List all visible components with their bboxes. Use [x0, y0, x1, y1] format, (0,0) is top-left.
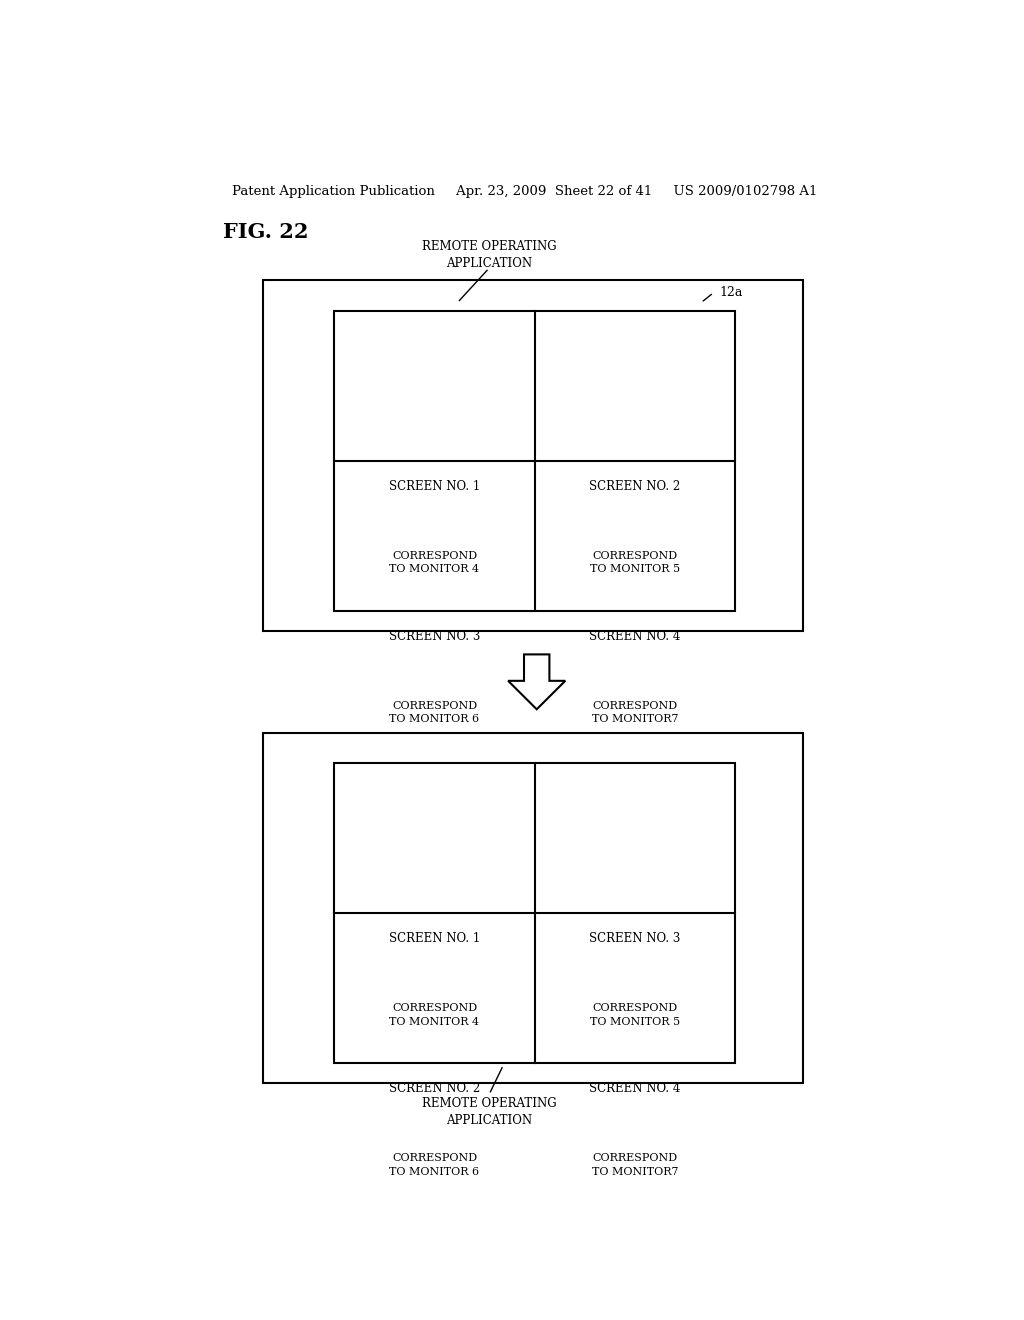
Text: 12a: 12a [719, 286, 742, 300]
Text: CORRESPOND
TO MONITOR 4: CORRESPOND TO MONITOR 4 [389, 1003, 479, 1027]
Text: SCREEN NO. 3: SCREEN NO. 3 [389, 630, 480, 643]
Text: SCREEN NO. 2: SCREEN NO. 2 [389, 1082, 480, 1096]
Text: CORRESPOND
TO MONITOR 6: CORRESPOND TO MONITOR 6 [389, 701, 479, 725]
Text: SCREEN NO. 3: SCREEN NO. 3 [589, 932, 681, 945]
Bar [334, 312, 735, 611]
Text: REMOTE OPERATING
APPLICATION: REMOTE OPERATING APPLICATION [422, 240, 556, 271]
Polygon shape [508, 655, 565, 709]
Bar [263, 733, 803, 1084]
Text: CORRESPOND
TO MONITOR7: CORRESPOND TO MONITOR7 [592, 1154, 678, 1176]
Text: SCREEN NO. 2: SCREEN NO. 2 [589, 479, 681, 492]
Text: CORRESPOND
TO MONITOR7: CORRESPOND TO MONITOR7 [592, 701, 678, 725]
Text: CORRESPOND
TO MONITOR 5: CORRESPOND TO MONITOR 5 [590, 552, 680, 574]
Text: CORRESPOND
TO MONITOR 4: CORRESPOND TO MONITOR 4 [389, 552, 479, 574]
Text: SCREEN NO. 1: SCREEN NO. 1 [389, 479, 480, 492]
Text: FIG. 22: FIG. 22 [223, 222, 308, 242]
Text: SCREEN NO. 4: SCREEN NO. 4 [589, 630, 681, 643]
Text: CORRESPOND
TO MONITOR 5: CORRESPOND TO MONITOR 5 [590, 1003, 680, 1027]
Text: REMOTE OPERATING
APPLICATION: REMOTE OPERATING APPLICATION [422, 1097, 556, 1127]
Bar [334, 763, 735, 1063]
Text: Patent Application Publication     Apr. 23, 2009  Sheet 22 of 41     US 2009/010: Patent Application Publication Apr. 23, … [232, 185, 817, 198]
Bar [263, 280, 803, 631]
Text: CORRESPOND
TO MONITOR 6: CORRESPOND TO MONITOR 6 [389, 1154, 479, 1176]
Text: SCREEN NO. 1: SCREEN NO. 1 [389, 932, 480, 945]
Text: SCREEN NO. 4: SCREEN NO. 4 [589, 1082, 681, 1096]
